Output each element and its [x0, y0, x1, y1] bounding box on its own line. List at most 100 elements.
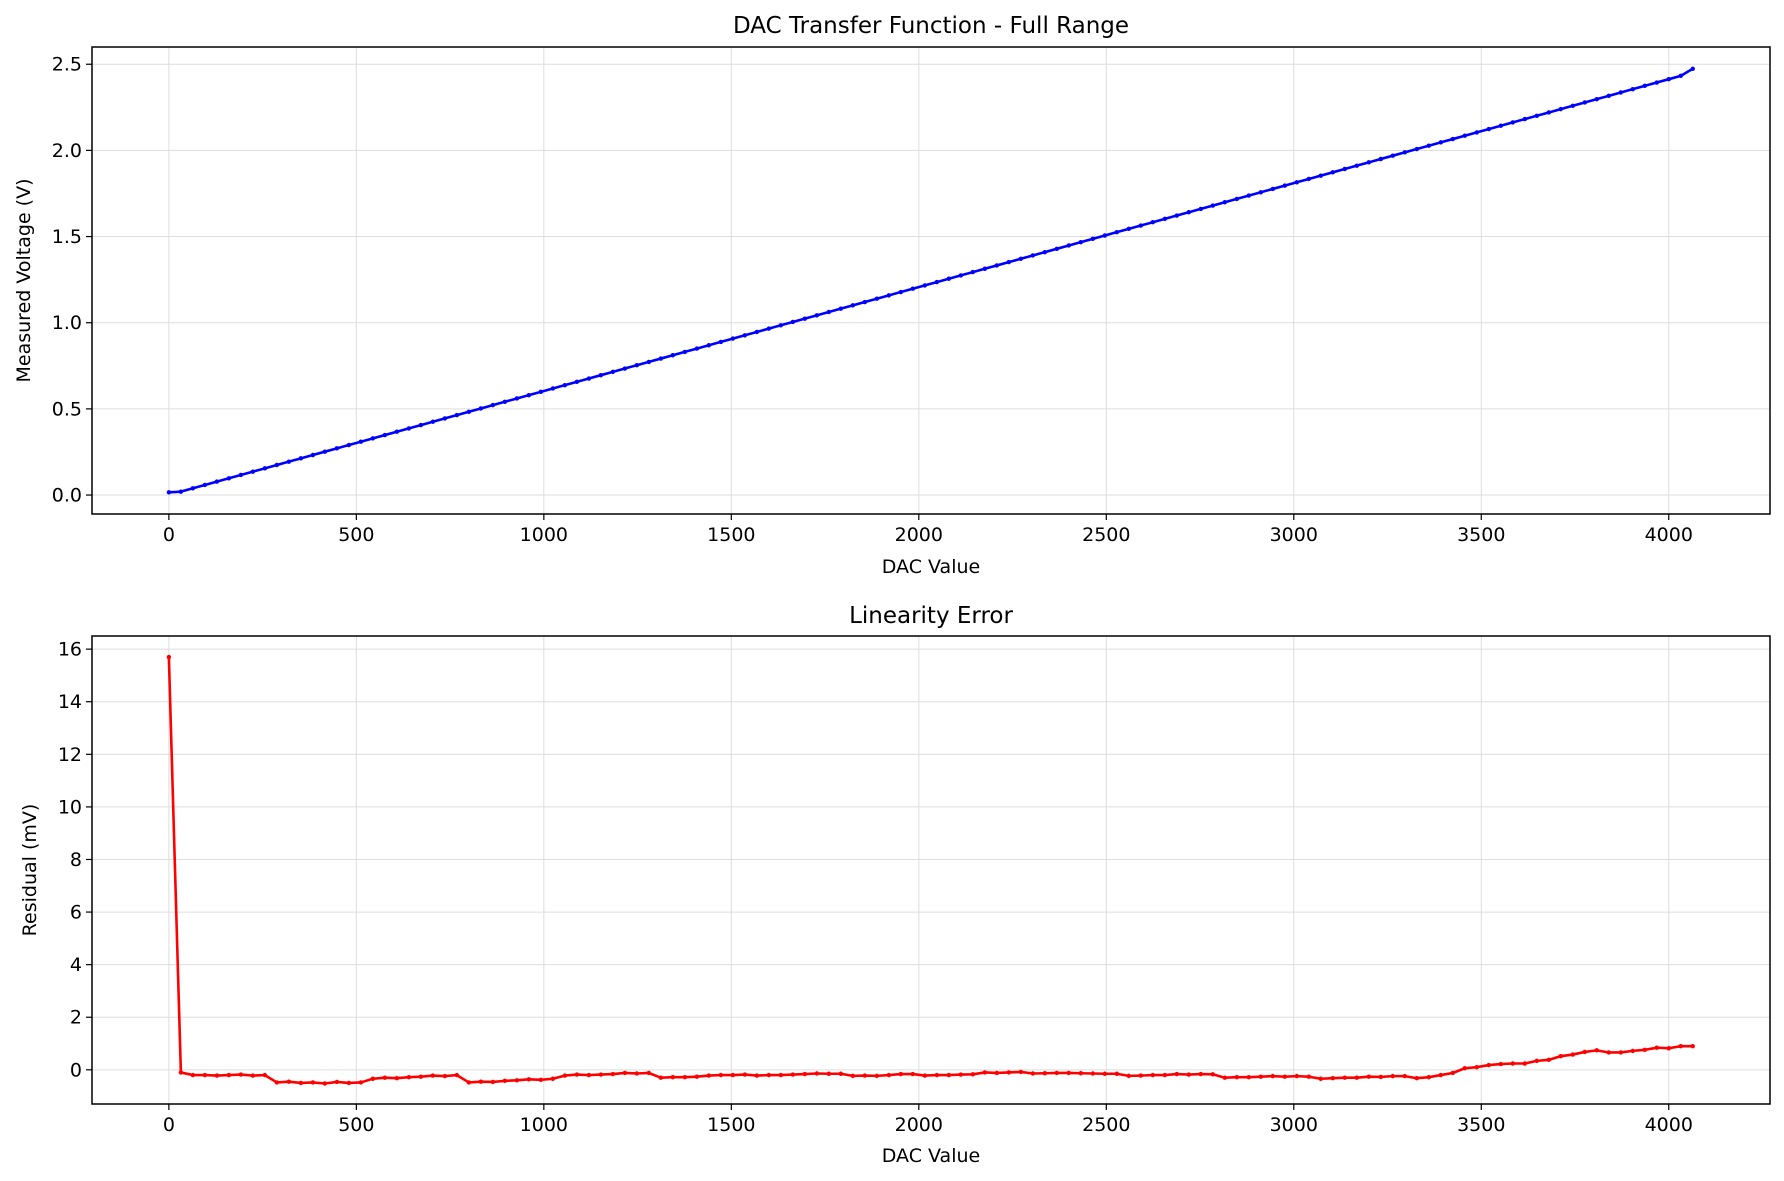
x-tick-label: 2500: [1082, 1114, 1130, 1136]
data-point: [1438, 1072, 1443, 1078]
data-point: [946, 276, 952, 281]
chart-title: Linearity Error: [849, 603, 1013, 629]
data-point: [1234, 196, 1239, 202]
data-point: [238, 472, 244, 478]
data-point: [490, 1079, 496, 1085]
x-tick-label: 4000: [1645, 524, 1693, 546]
data-point: [874, 296, 880, 301]
data-point: [634, 1071, 640, 1076]
x-tick-label: 3500: [1457, 524, 1505, 546]
data-point: [1042, 249, 1048, 255]
data-point: [1018, 1069, 1024, 1075]
data-point: [1534, 113, 1539, 118]
data-point: [850, 1073, 856, 1079]
x-tick-label: 1500: [707, 1114, 755, 1136]
y-tick-label: 0: [70, 1059, 82, 1081]
x-tick-label: 1500: [707, 524, 755, 546]
data-point: [214, 1073, 220, 1078]
data-point: [646, 1070, 652, 1076]
data-point: [1582, 100, 1587, 105]
data-point: [898, 1071, 904, 1077]
y-tick-label: 2: [70, 1007, 82, 1029]
data-point: [1450, 136, 1455, 142]
data-point: [1690, 1043, 1695, 1049]
data-point: [694, 1074, 700, 1079]
data-point: [670, 1074, 676, 1080]
data-point: [1102, 1071, 1108, 1076]
data-point: [874, 1073, 880, 1079]
data-point: [1282, 1074, 1287, 1079]
data-point: [622, 1070, 628, 1076]
data-point: [274, 462, 280, 468]
data-point: [1282, 183, 1287, 188]
data-point: [1354, 163, 1359, 168]
data-point: [814, 313, 820, 318]
data-point: [1066, 243, 1072, 248]
data-point: [1510, 120, 1515, 125]
data-point: [1486, 1062, 1491, 1068]
data-point: [430, 419, 436, 424]
data-point: [1054, 246, 1060, 252]
data-point: [1678, 73, 1683, 79]
data-point: [1570, 103, 1575, 109]
data-point: [850, 303, 856, 308]
data-point: [1102, 233, 1108, 238]
data-point: [1594, 1048, 1599, 1053]
data-point: [166, 654, 172, 660]
data-point: [1474, 1064, 1479, 1070]
data-point: [514, 396, 520, 401]
data-point: [790, 1072, 796, 1077]
x-tick-label: 2500: [1082, 524, 1130, 546]
data-point: [1246, 193, 1251, 198]
chart-title: DAC Transfer Function - Full Range: [733, 13, 1129, 39]
data-point: [658, 1075, 664, 1080]
data-point: [982, 266, 988, 271]
data-point: [490, 402, 496, 408]
data-point: [466, 1080, 472, 1085]
data-point: [1162, 1072, 1168, 1078]
x-tick-label: 3000: [1270, 1114, 1318, 1136]
y-tick-label: 6: [70, 902, 82, 924]
data-point: [1690, 66, 1695, 72]
data-point: [1582, 1049, 1587, 1055]
data-point: [634, 363, 640, 368]
data-point: [742, 1072, 748, 1077]
data-point: [1402, 1073, 1407, 1079]
data-point: [262, 1072, 268, 1078]
data-point: [742, 333, 748, 338]
data-point: [706, 1073, 712, 1078]
y-tick-label: 16: [58, 639, 82, 661]
data-point: [1498, 1061, 1503, 1067]
data-point: [562, 1073, 568, 1078]
data-point: [682, 349, 688, 355]
data-point: [538, 389, 544, 395]
data-point: [1378, 156, 1383, 162]
data-point: [1606, 93, 1611, 99]
data-point: [1318, 173, 1323, 178]
data-point: [334, 446, 340, 451]
data-point: [1378, 1074, 1383, 1080]
data-point: [190, 486, 196, 491]
data-point: [298, 1080, 304, 1086]
data-point: [178, 1070, 184, 1075]
data-point: [1138, 223, 1144, 228]
data-point: [1138, 1073, 1144, 1078]
data-point: [1078, 1071, 1084, 1076]
data-point: [1198, 206, 1203, 212]
data-point: [1150, 220, 1156, 225]
data-point: [1198, 1071, 1203, 1077]
data-point: [1546, 1057, 1551, 1063]
x-axis-label: DAC Value: [882, 556, 980, 578]
data-point: [694, 346, 700, 351]
data-point: [394, 429, 400, 434]
data-point: [1174, 213, 1179, 218]
data-point: [1474, 130, 1479, 135]
data-point: [838, 1071, 844, 1076]
data-point: [1366, 1074, 1371, 1079]
data-point: [1114, 1071, 1120, 1076]
data-point: [1510, 1061, 1515, 1066]
data-point: [166, 490, 172, 495]
data-point: [1426, 143, 1431, 148]
data-point: [1402, 150, 1407, 155]
data-point: [646, 359, 652, 365]
